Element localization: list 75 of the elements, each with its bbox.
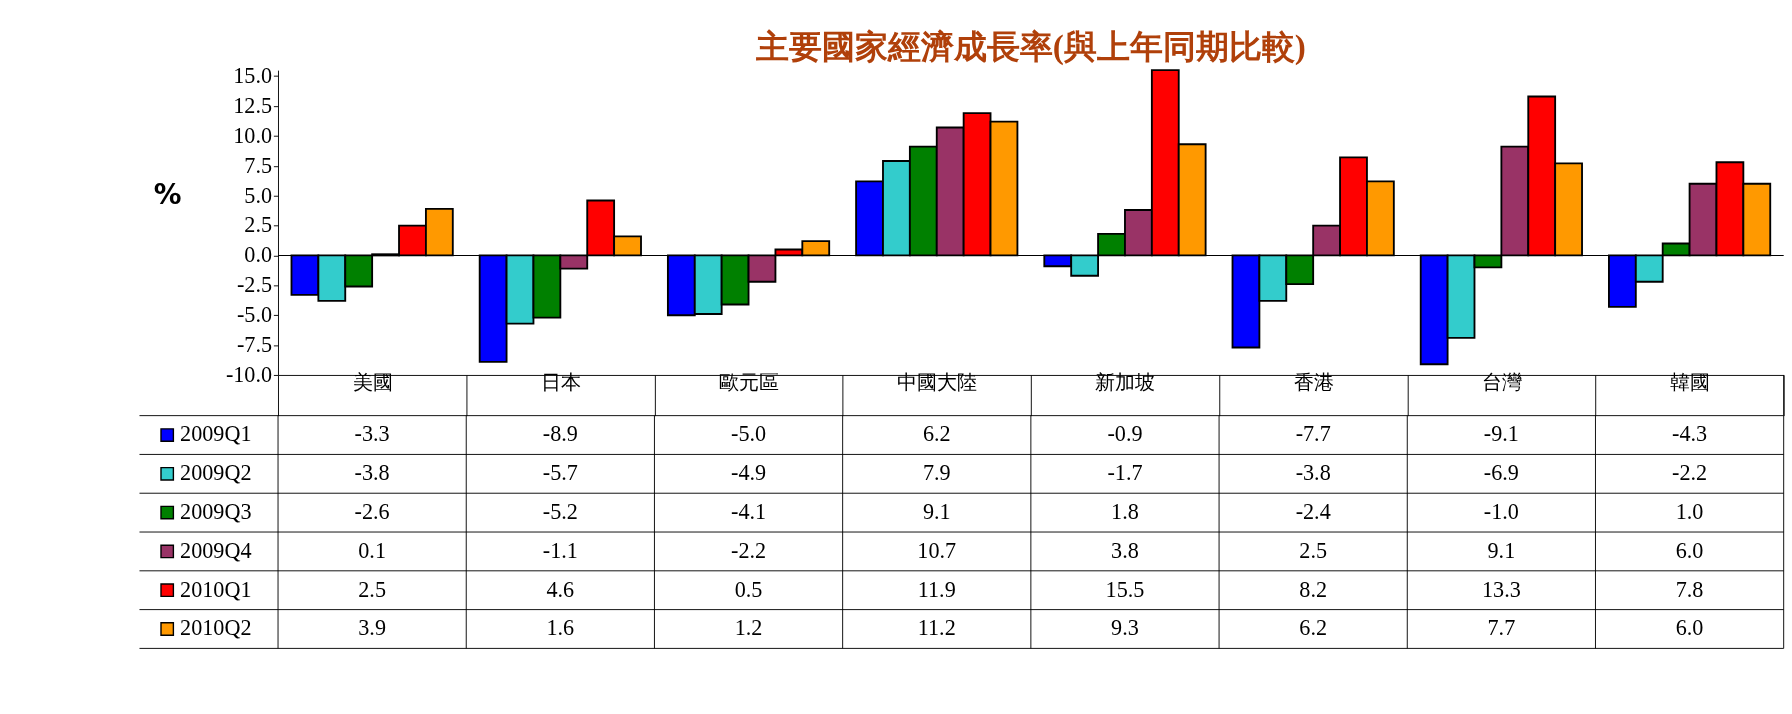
x-tick-label: 日本	[540, 370, 581, 395]
data-label: -4.9	[731, 460, 767, 486]
data-label: 1.0	[1675, 499, 1704, 525]
data-label: -3.8	[1295, 460, 1331, 486]
data-label: 11.2	[917, 615, 956, 641]
data-label: -7.7	[1295, 421, 1331, 447]
data-label: -2.2	[1672, 460, 1708, 486]
data-label: -4.3	[1672, 421, 1708, 447]
data-label: 6.2	[1299, 615, 1328, 641]
y-tick-label: -10.0	[225, 361, 273, 387]
y-tick-label: 2.5	[244, 212, 273, 238]
y-tick-label: 7.5	[244, 152, 273, 178]
data-label: 9.1	[1487, 537, 1516, 563]
legend-label: 2009Q1	[180, 421, 252, 447]
data-label: 11.9	[917, 576, 956, 602]
y-tick-label: 5.0	[244, 182, 273, 208]
y-tick-label: 12.5	[233, 92, 273, 118]
data-label: -5.7	[542, 460, 578, 486]
y-tick-label: -5.0	[236, 302, 273, 328]
y-tick-label: 10.0	[233, 122, 273, 148]
legend-label: 2009Q3	[180, 499, 252, 525]
chart-title: 主要國家經濟成長率(與上年同期比較)	[754, 27, 1306, 66]
data-label: 0.1	[358, 537, 386, 563]
data-label: 7.7	[1487, 615, 1516, 641]
legend-label: 2009Q2	[180, 460, 252, 486]
data-label: -3.8	[354, 460, 390, 486]
data-label: 1.6	[546, 615, 575, 641]
data-label: -2.2	[731, 537, 767, 563]
data-label: -2.6	[354, 499, 390, 525]
data-label: 6.2	[922, 421, 951, 447]
data-label: 4.6	[546, 576, 575, 602]
data-label: 1.8	[1111, 499, 1139, 525]
data-label: -0.9	[1107, 421, 1143, 447]
data-label: 3.8	[1111, 537, 1139, 563]
x-tick-label: 中國大陸	[897, 370, 978, 395]
data-label: 9.1	[922, 499, 951, 525]
data-label: -2.4	[1295, 499, 1331, 525]
data-label: 6.0	[1675, 537, 1704, 563]
y-tick-label: -2.5	[236, 272, 273, 298]
legend-label: 2010Q2	[180, 615, 252, 641]
data-label: -8.9	[542, 421, 578, 447]
x-tick-label: 香港	[1293, 370, 1334, 395]
x-tick-label: 新加坡	[1095, 370, 1156, 395]
y-tick-label: 0.0	[244, 242, 273, 268]
y-tick-label: -7.5	[236, 332, 273, 358]
data-label: -3.3	[354, 421, 390, 447]
data-label: 7.9	[922, 460, 951, 486]
x-tick-label: 歐元區	[719, 370, 780, 395]
x-tick-label: 台灣	[1481, 370, 1522, 395]
data-label: 13.3	[1481, 576, 1521, 602]
data-label: 15.5	[1105, 576, 1145, 602]
data-label: -1.1	[542, 537, 578, 563]
data-label: -4.1	[731, 499, 767, 525]
legend-label: 2009Q4	[180, 537, 252, 563]
data-label: 7.8	[1675, 576, 1704, 602]
legend-label: 2010Q1	[180, 576, 252, 602]
y-axis-title: %	[153, 177, 182, 211]
x-tick-label: 韓國	[1670, 370, 1711, 395]
data-label: 9.3	[1111, 615, 1139, 641]
data-label: 10.7	[917, 537, 957, 563]
x-tick-label: 美國	[352, 370, 393, 395]
data-label: -1.7	[1107, 460, 1143, 486]
data-label: 3.9	[358, 615, 386, 641]
data-label: -6.9	[1483, 460, 1519, 486]
data-label: -5.2	[542, 499, 578, 525]
data-label: 6.0	[1675, 615, 1704, 641]
data-label: -9.1	[1483, 421, 1519, 447]
data-label: 8.2	[1299, 576, 1328, 602]
y-tick-label: 15.0	[233, 63, 273, 89]
data-label: 0.5	[734, 576, 763, 602]
data-label: -1.0	[1483, 499, 1519, 525]
data-label: 2.5	[358, 576, 386, 602]
data-label: 1.2	[734, 615, 763, 641]
data-label: 2.5	[1299, 537, 1328, 563]
data-label: -5.0	[731, 421, 767, 447]
